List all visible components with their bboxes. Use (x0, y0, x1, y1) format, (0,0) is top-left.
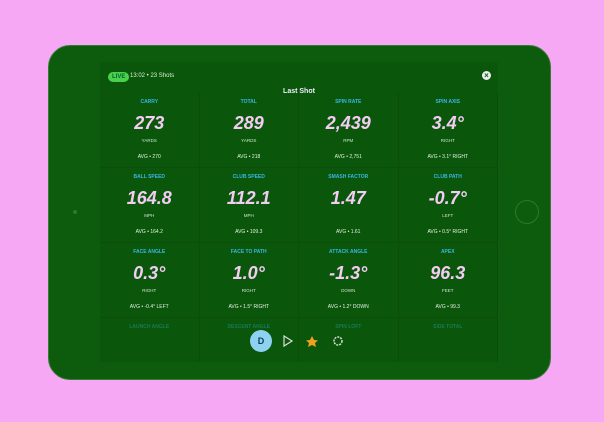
settings-button[interactable] (333, 336, 343, 346)
close-button[interactable]: × (482, 71, 491, 80)
metric-average: AVG • 218 (237, 154, 261, 160)
metric-tile: APEX 96.3 FEET AVG • 99.3 (398, 243, 498, 318)
metric-unit: RIGHT (241, 288, 256, 293)
metric-unit: MPH (243, 213, 254, 218)
favorite-button[interactable] (306, 336, 318, 347)
metric-average: AVG • 1.5° RIGHT (228, 304, 270, 310)
metric-tile: LAUNCH ANGLE (100, 318, 200, 362)
camera (73, 210, 77, 214)
metric-label: CLUB SPEED (232, 174, 265, 180)
metric-unit: RPM (343, 138, 354, 143)
metric-average: AVG • 3.1° RIGHT (427, 154, 469, 160)
metric-label: SPIN RATE (335, 99, 362, 105)
metric-tile: CLUB PATH -0.7° LEFT AVG • 0.5° RIGHT (398, 168, 498, 243)
metric-value: 1.0° (232, 263, 265, 283)
metric-average: AVG • 1.2° DOWN (327, 304, 369, 310)
metric-tile: TOTAL 289 YARDS AVG • 218 (199, 93, 299, 168)
metric-tile: SIDE TOTAL (399, 318, 498, 362)
metric-label: CLUB PATH (433, 174, 462, 180)
metric-average: AVG • 109.3 (235, 229, 263, 235)
metric-value: -0.7° (428, 188, 467, 208)
metric-label: SMASH FACTOR (328, 174, 369, 180)
metric-value: 273 (134, 113, 165, 133)
metric-value: 289 (233, 113, 264, 133)
toolbar: D (100, 330, 498, 362)
play-button[interactable] (283, 334, 294, 348)
metric-tile: FACE ANGLE 0.3° RIGHT AVG • -0.4° LEFT (100, 243, 200, 318)
metric-average: AVG • -0.4° LEFT (129, 304, 169, 310)
metric-average: AVG • 1.61 (336, 229, 361, 235)
metric-value: 112.1 (226, 188, 271, 208)
metric-unit: YARDS (241, 138, 257, 143)
metric-unit: DOWN (341, 288, 356, 293)
home-button[interactable] (515, 200, 539, 224)
metric-unit: RIGHT (440, 138, 455, 143)
metric-label: APEX (440, 249, 455, 255)
metric-value: 96.3 (430, 263, 466, 283)
metric-label: LAUNCH ANGLE (129, 324, 170, 330)
metric-value: 2,439 (325, 113, 371, 133)
metric-label: FACE TO PATH (230, 249, 267, 255)
screen: LIVE 13:02 • 23 Shots Last Shot × CARRY 2… (100, 62, 498, 362)
metric-average: AVG • 270 (137, 154, 161, 160)
metric-value: -1.3° (329, 263, 368, 283)
metric-label: DESCENT ANGLE (227, 324, 271, 330)
metric-value: 3.4° (431, 113, 464, 133)
live-badge: LIVE (108, 72, 130, 82)
metric-average: AVG • 164.2 (135, 229, 163, 235)
toolbar-icons (283, 334, 343, 348)
metric-label: ATTACK ANGLE (328, 249, 368, 255)
metric-tile: ATTACK ANGLE -1.3° DOWN AVG • 1.2° DOWN (299, 243, 399, 318)
metric-tile: SPIN LOFT (299, 318, 399, 362)
metric-tile: SMASH FACTOR 1.47 AVG • 1.61 (299, 168, 399, 243)
metric-tile: CLUB SPEED 112.1 MPH AVG • 109.3 (199, 168, 299, 243)
metric-value: 1.47 (330, 188, 366, 208)
metric-label: SPIN AXIS (435, 99, 461, 105)
metric-average: AVG • 99.3 (435, 304, 460, 310)
metric-unit: FEET (441, 288, 454, 293)
metric-label: SPIN LOFT (335, 324, 362, 330)
metric-label: BALL SPEED (133, 174, 166, 180)
metric-unit: RIGHT (142, 288, 157, 293)
metric-value: 0.3° (133, 263, 166, 283)
metric-label: SIDE TOTAL (433, 324, 463, 330)
metric-label: FACE ANGLE (133, 249, 166, 255)
mode-button[interactable]: D (250, 330, 272, 352)
metric-unit: MPH (144, 213, 155, 218)
metric-tile: FACE TO PATH 1.0° RIGHT AVG • 1.5° RIGHT (199, 243, 299, 318)
metric-average: AVG • 2,751 (334, 154, 362, 160)
metric-tile: CARRY 273 YARDS AVG • 270 (100, 93, 200, 168)
metric-unit: YARDS (141, 138, 157, 143)
session-status: 13:02 • 23 Shots (130, 73, 175, 79)
metric-tile: SPIN AXIS 3.4° RIGHT AVG • 3.1° RIGHT (398, 93, 498, 168)
metric-tile: SPIN RATE 2,439 RPM AVG • 2,751 (299, 93, 399, 168)
metric-unit: LEFT (442, 213, 454, 218)
metric-value: 164.8 (126, 188, 172, 208)
metric-tile: DESCENT ANGLE (200, 318, 299, 362)
metric-label: CARRY (140, 99, 159, 105)
metric-tile: BALL SPEED 164.8 MPH AVG • 164.2 (100, 168, 200, 243)
metric-average: AVG • 0.5° RIGHT (427, 229, 469, 235)
metric-label: TOTAL (240, 99, 257, 105)
screen-title: Last Shot (283, 88, 315, 95)
